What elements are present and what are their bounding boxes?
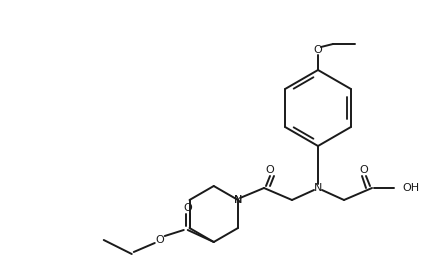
Text: O: O (314, 45, 323, 55)
Text: O: O (156, 235, 164, 245)
Text: O: O (184, 203, 192, 213)
Text: O: O (266, 165, 274, 175)
Text: N: N (234, 195, 242, 205)
Text: N: N (314, 183, 322, 193)
Text: OH: OH (402, 183, 419, 193)
Text: O: O (360, 165, 368, 175)
Text: N: N (234, 195, 242, 205)
